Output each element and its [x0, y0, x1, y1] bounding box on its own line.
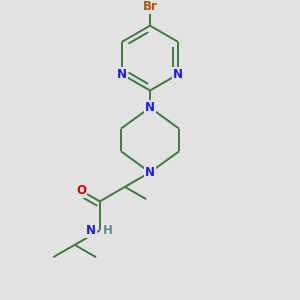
- Text: N: N: [117, 68, 127, 81]
- Text: N: N: [173, 68, 183, 81]
- Text: H: H: [103, 224, 113, 237]
- Text: N: N: [145, 101, 155, 114]
- Text: N: N: [86, 224, 96, 237]
- Text: N: N: [145, 166, 155, 179]
- Text: Br: Br: [142, 0, 158, 14]
- Text: O: O: [76, 184, 86, 197]
